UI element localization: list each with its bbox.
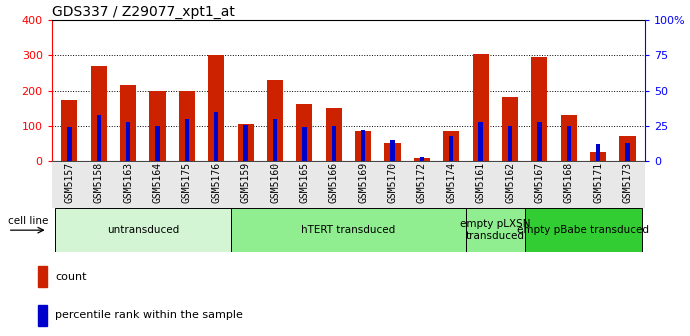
Bar — [90, 66, 107, 161]
Bar — [596, 144, 600, 161]
Bar — [302, 127, 306, 161]
Text: percentile rank within the sample: percentile rank within the sample — [55, 310, 243, 321]
Bar — [55, 208, 231, 252]
Bar — [449, 136, 453, 161]
Bar — [473, 54, 489, 161]
Bar — [214, 112, 219, 161]
Text: GSM5162: GSM5162 — [505, 162, 515, 203]
Bar — [326, 109, 342, 161]
Text: GSM5160: GSM5160 — [270, 162, 280, 203]
Text: GSM5169: GSM5169 — [358, 162, 368, 203]
Bar — [296, 104, 313, 161]
Bar — [361, 130, 365, 161]
Text: empty pLXSN
transduced: empty pLXSN transduced — [460, 219, 531, 241]
Text: GSM5175: GSM5175 — [182, 162, 192, 203]
Bar — [414, 158, 430, 161]
Bar — [538, 122, 542, 161]
Text: GSM5165: GSM5165 — [299, 162, 309, 203]
Bar — [620, 136, 635, 161]
Bar — [126, 122, 130, 161]
Text: GSM5172: GSM5172 — [417, 162, 427, 203]
Bar — [67, 127, 72, 161]
Text: GSM5161: GSM5161 — [475, 162, 486, 203]
Bar — [478, 122, 483, 161]
Text: GSM5168: GSM5168 — [564, 162, 574, 203]
Text: count: count — [55, 272, 86, 282]
Bar — [443, 131, 460, 161]
Bar — [420, 157, 424, 161]
Bar — [355, 131, 371, 161]
Text: GSM5171: GSM5171 — [593, 162, 603, 203]
Bar — [508, 126, 512, 161]
Bar — [38, 305, 48, 326]
Bar — [332, 126, 336, 161]
Bar — [155, 126, 159, 161]
Text: GSM5163: GSM5163 — [123, 162, 133, 203]
Text: cell line: cell line — [8, 216, 48, 225]
Bar — [466, 208, 524, 252]
Text: GSM5176: GSM5176 — [211, 162, 221, 203]
Bar — [97, 115, 101, 161]
Bar — [524, 208, 642, 252]
Text: GSM5174: GSM5174 — [446, 162, 456, 203]
Bar — [244, 125, 248, 161]
Text: GDS337 / Z29077_xpt1_at: GDS337 / Z29077_xpt1_at — [52, 5, 235, 19]
Bar — [267, 80, 283, 161]
Text: GSM5170: GSM5170 — [388, 162, 397, 203]
Text: GSM5157: GSM5157 — [64, 162, 75, 203]
Bar — [384, 143, 401, 161]
Bar — [208, 55, 224, 161]
Text: GSM5164: GSM5164 — [152, 162, 163, 203]
Text: GSM5173: GSM5173 — [622, 162, 633, 203]
Text: GSM5158: GSM5158 — [94, 162, 104, 203]
Text: GSM5166: GSM5166 — [328, 162, 339, 203]
Bar — [391, 140, 395, 161]
Bar — [38, 266, 48, 287]
Bar — [185, 119, 189, 161]
Text: hTERT transduced: hTERT transduced — [302, 225, 395, 235]
Bar — [531, 57, 547, 161]
Bar — [273, 119, 277, 161]
Bar — [231, 208, 466, 252]
Bar — [179, 91, 195, 161]
Bar — [61, 99, 77, 161]
Bar — [625, 143, 630, 161]
Text: GSM5167: GSM5167 — [534, 162, 544, 203]
Text: GSM5159: GSM5159 — [241, 162, 250, 203]
Bar — [237, 124, 254, 161]
Bar — [150, 91, 166, 161]
Bar — [561, 116, 577, 161]
Bar — [502, 97, 518, 161]
Bar — [590, 152, 607, 161]
Text: empty pBabe transduced: empty pBabe transduced — [518, 225, 649, 235]
Text: untransduced: untransduced — [107, 225, 179, 235]
Bar — [120, 85, 136, 161]
Bar — [566, 126, 571, 161]
